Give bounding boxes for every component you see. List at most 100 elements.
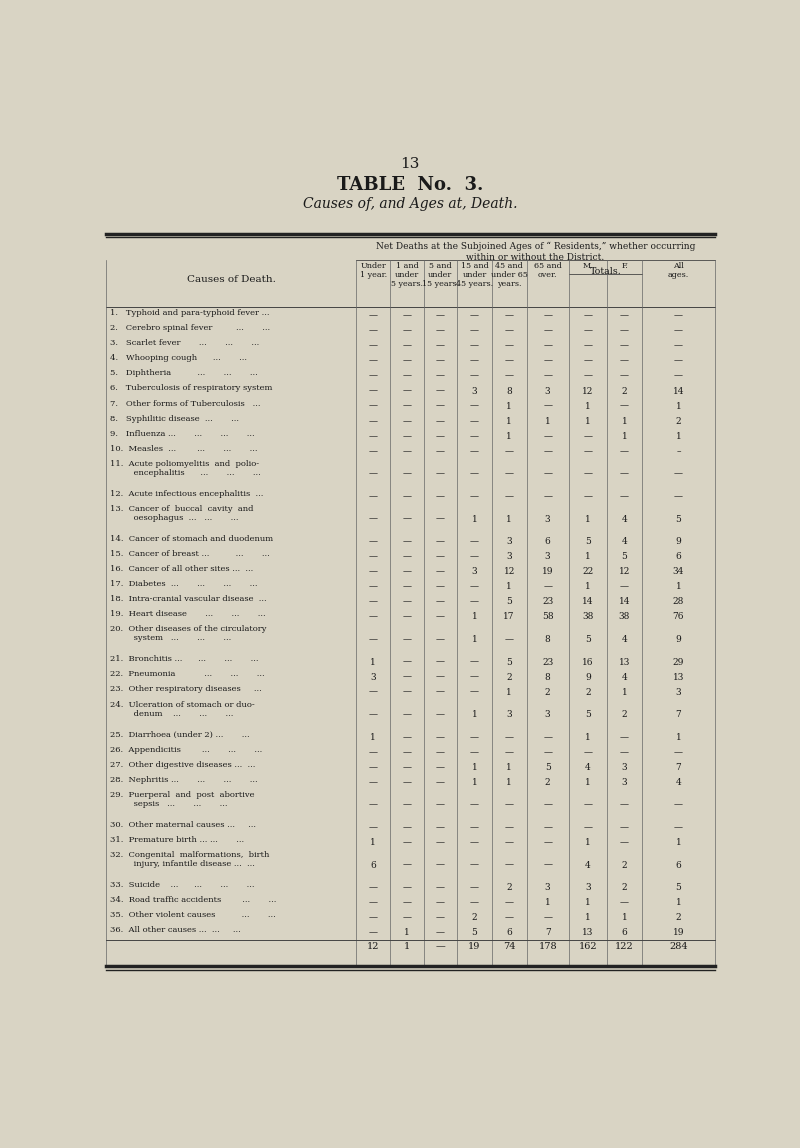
- Text: 1: 1: [622, 688, 627, 697]
- Text: —: —: [369, 747, 378, 757]
- Text: 2: 2: [622, 861, 627, 870]
- Text: —: —: [402, 492, 411, 501]
- Text: 3: 3: [545, 552, 550, 561]
- Text: 5: 5: [585, 635, 591, 644]
- Text: 27.  Other digestive diseases ...  ...: 27. Other digestive diseases ... ...: [110, 761, 255, 769]
- Text: —: —: [505, 800, 514, 809]
- Text: —: —: [402, 823, 411, 832]
- Text: —: —: [620, 311, 629, 320]
- Text: 33.  Suicide    ...      ...       ...       ...: 33. Suicide ... ... ... ...: [110, 881, 254, 889]
- Text: 13: 13: [582, 929, 594, 938]
- Text: —: —: [369, 711, 378, 719]
- Text: 38: 38: [619, 612, 630, 621]
- Text: —: —: [369, 402, 378, 411]
- Text: —: —: [505, 357, 514, 365]
- Text: 58: 58: [542, 612, 554, 621]
- Text: 1: 1: [585, 778, 591, 786]
- Text: 2: 2: [622, 711, 627, 719]
- Text: —: —: [436, 838, 445, 847]
- Text: —: —: [436, 747, 445, 757]
- Text: —: —: [436, 612, 445, 621]
- Text: 5: 5: [506, 597, 512, 606]
- Text: 5: 5: [585, 537, 591, 546]
- Text: —: —: [583, 492, 593, 501]
- Text: —: —: [505, 898, 514, 907]
- Text: —: —: [369, 800, 378, 809]
- Text: 3: 3: [545, 514, 550, 523]
- Text: —: —: [674, 747, 683, 757]
- Text: 14: 14: [673, 387, 684, 396]
- Text: 74: 74: [503, 943, 515, 951]
- Text: —: —: [436, 597, 445, 606]
- Text: 3: 3: [506, 711, 512, 719]
- Text: —: —: [470, 800, 479, 809]
- Text: 8: 8: [506, 387, 512, 396]
- Text: —: —: [436, 537, 445, 546]
- Text: —: —: [369, 311, 378, 320]
- Text: 1: 1: [404, 929, 410, 938]
- Text: —: —: [369, 341, 378, 350]
- Text: —: —: [505, 635, 514, 644]
- Text: —: —: [436, 688, 445, 697]
- Text: —: —: [620, 326, 629, 335]
- Text: 4.   Whooping cough      ...       ...: 4. Whooping cough ... ...: [110, 355, 247, 363]
- Text: —: —: [470, 883, 479, 892]
- Text: 3: 3: [370, 673, 376, 682]
- Text: —: —: [369, 688, 378, 697]
- Text: 3: 3: [585, 883, 590, 892]
- Text: —: —: [543, 372, 552, 381]
- Text: —: —: [369, 552, 378, 561]
- Text: —: —: [620, 732, 629, 742]
- Text: 4: 4: [622, 673, 627, 682]
- Text: 1: 1: [506, 778, 512, 786]
- Text: 9.   Influenza ...       ...       ...       ...: 9. Influenza ... ... ... ...: [110, 429, 254, 437]
- Text: —: —: [620, 357, 629, 365]
- Text: —: —: [436, 432, 445, 441]
- Text: 1: 1: [472, 514, 478, 523]
- Text: —: —: [402, 747, 411, 757]
- Text: 1: 1: [675, 732, 682, 742]
- Text: —: —: [505, 747, 514, 757]
- Text: 12.  Acute infectious encephalitis  ...: 12. Acute infectious encephalitis ...: [110, 490, 263, 498]
- Text: —: —: [620, 747, 629, 757]
- Text: 4: 4: [585, 762, 591, 771]
- Text: —: —: [470, 402, 479, 411]
- Text: —: —: [369, 597, 378, 606]
- Text: 1: 1: [545, 417, 550, 426]
- Text: —: —: [369, 492, 378, 501]
- Text: —: —: [470, 311, 479, 320]
- Text: 1: 1: [585, 402, 591, 411]
- Text: 1: 1: [472, 762, 478, 771]
- Text: 1: 1: [622, 914, 627, 922]
- Text: 1: 1: [585, 838, 591, 847]
- Text: 5 and
under
15 years.: 5 and under 15 years.: [422, 262, 459, 288]
- Text: —: —: [369, 417, 378, 426]
- Text: 1: 1: [506, 762, 512, 771]
- Text: —: —: [620, 341, 629, 350]
- Text: 3: 3: [676, 688, 682, 697]
- Text: —: —: [505, 311, 514, 320]
- Text: 28: 28: [673, 597, 684, 606]
- Text: —: —: [543, 800, 552, 809]
- Text: 5: 5: [675, 514, 682, 523]
- Text: 1: 1: [585, 417, 591, 426]
- Text: 1: 1: [472, 612, 478, 621]
- Text: 30.  Other maternal causes ...     ...: 30. Other maternal causes ... ...: [110, 821, 256, 829]
- Text: —: —: [583, 372, 593, 381]
- Text: 1.   Typhoid and para-typhoid fever ...: 1. Typhoid and para-typhoid fever ...: [110, 309, 270, 317]
- Text: 34.  Road traffic accidents        ...       ...: 34. Road traffic accidents ... ...: [110, 897, 276, 905]
- Text: 5: 5: [585, 711, 591, 719]
- Text: 8: 8: [545, 673, 550, 682]
- Text: —: —: [505, 914, 514, 922]
- Text: —: —: [674, 823, 683, 832]
- Text: —: —: [402, 326, 411, 335]
- Text: 2: 2: [472, 914, 478, 922]
- Text: —: —: [369, 470, 378, 479]
- Text: —: —: [543, 914, 552, 922]
- Text: 9: 9: [585, 673, 591, 682]
- Text: 29: 29: [673, 658, 684, 667]
- Text: 17: 17: [503, 612, 515, 621]
- Text: —: —: [435, 943, 446, 951]
- Text: —: —: [470, 861, 479, 870]
- Text: —: —: [674, 470, 683, 479]
